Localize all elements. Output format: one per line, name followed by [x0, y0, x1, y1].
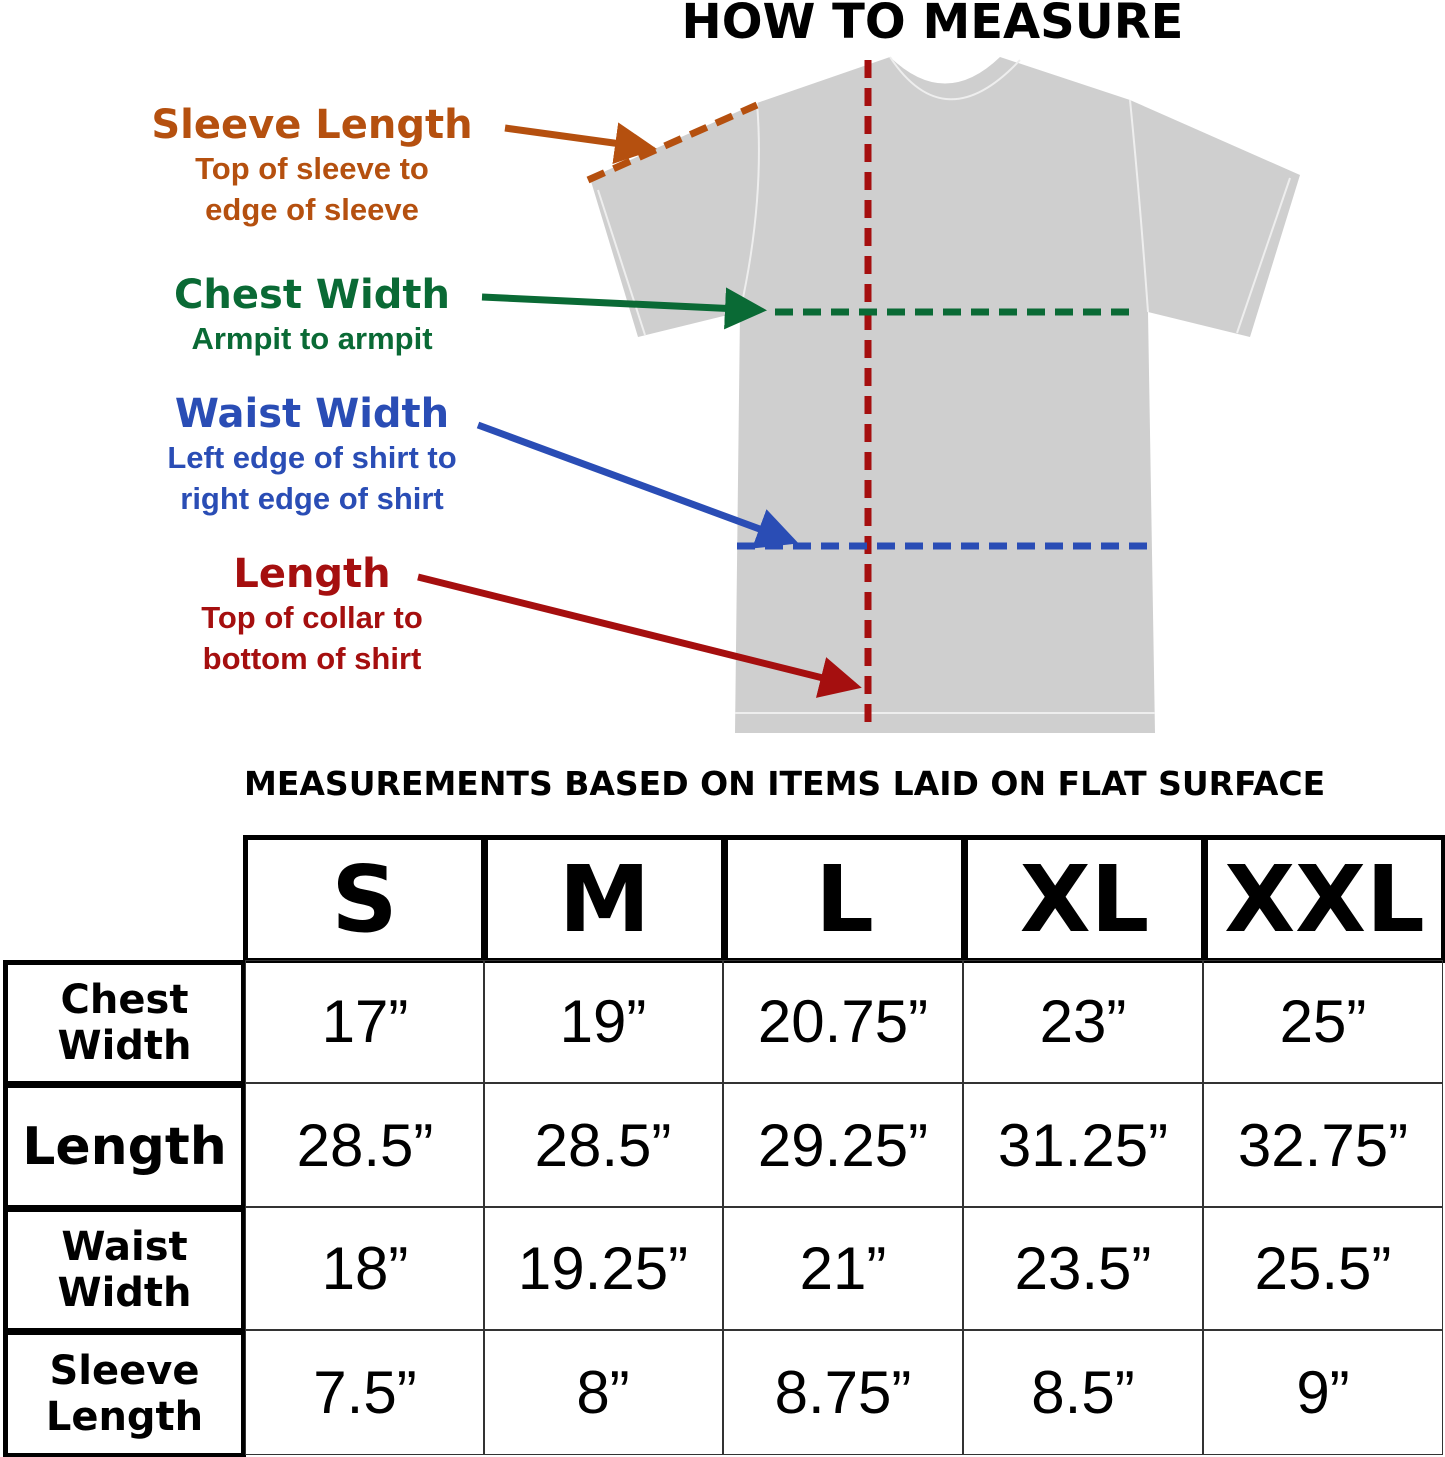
guide: Length Top of collar to bottom of shirt — [112, 551, 512, 679]
size-header: S — [243, 835, 486, 963]
row-label-line: Waist — [61, 1224, 188, 1270]
row-label: Length — [3, 1083, 246, 1210]
table-cell: 8.75” — [723, 1330, 963, 1455]
table-cell: 9” — [1203, 1330, 1443, 1455]
table-cell: 29.25” — [723, 1083, 963, 1207]
guide-description: right edge of shirt — [180, 481, 444, 516]
table-cell: 19” — [483, 960, 723, 1083]
row-label: Waist Width — [3, 1207, 246, 1333]
guide-description: Top of sleeve to — [195, 151, 429, 186]
table-cell: 18” — [245, 1207, 485, 1330]
guide-title: Length — [233, 551, 391, 597]
row-label-line: Width — [57, 1023, 192, 1069]
size-header: XXL — [1203, 835, 1445, 963]
row-label-line: Sleeve — [49, 1348, 200, 1394]
row-label: Chest Width — [3, 960, 246, 1086]
table-cell: 17” — [245, 960, 485, 1083]
guide-title: Waist Width — [174, 391, 450, 437]
guide-description: edge of sleeve — [205, 192, 419, 227]
guide: Sleeve Length Top of sleeve to edge of sle… — [112, 102, 512, 230]
page-title: HOW TO MEASURE — [681, 0, 1184, 50]
row-label: Sleeve Length — [3, 1330, 246, 1457]
size-header: L — [723, 835, 966, 963]
shirt — [590, 57, 1300, 733]
table-cell: 32.75” — [1203, 1083, 1443, 1207]
arrow — [481, 287, 767, 330]
collar — [889, 56, 1021, 101]
table-cell: 28.5” — [245, 1083, 485, 1207]
guide-description: Armpit to armpit — [191, 321, 433, 356]
row-label-line: Width — [57, 1270, 192, 1316]
table-cell: 8.5” — [963, 1330, 1203, 1455]
guide: Waist Width Left edge of shirt to right ed… — [112, 391, 512, 519]
guide-title: Chest Width — [174, 272, 450, 318]
row-label-line: Length — [22, 1116, 227, 1177]
row-label-line: Length — [45, 1394, 204, 1440]
arrow — [476, 421, 799, 549]
table-cell: 23.5” — [963, 1207, 1203, 1330]
table-cell: 23” — [963, 960, 1203, 1083]
table-cell: 20.75” — [723, 960, 963, 1083]
seams — [597, 99, 1291, 714]
table-note: MEASUREMENTS BASED ON ITEMS LAID ON FLAT… — [244, 764, 1326, 803]
table-cell: 19.25” — [483, 1207, 723, 1330]
row-label-line: Chest — [60, 977, 189, 1023]
guide-description: Top of collar to — [201, 600, 423, 635]
shirt-diagram — [417, 56, 1300, 733]
arrow — [504, 122, 657, 165]
table-cell: 8” — [483, 1330, 723, 1455]
size-header: M — [483, 835, 726, 963]
sleeve-line — [586, 101, 759, 184]
table-cell: 25” — [1203, 960, 1443, 1083]
guide-description: bottom of shirt — [202, 641, 422, 676]
arrow — [417, 573, 862, 698]
table-cell: 21” — [723, 1207, 963, 1330]
table-cell: 25.5” — [1203, 1207, 1443, 1330]
guide-title: Sleeve Length — [151, 102, 473, 148]
size-header: XL — [963, 835, 1206, 963]
table-cell: 7.5” — [245, 1330, 485, 1455]
guide: Chest Width Armpit to armpit — [112, 272, 512, 359]
table-cell: 31.25” — [963, 1083, 1203, 1207]
table-cell: 28.5” — [483, 1083, 723, 1207]
guide-description: Left edge of shirt to — [167, 440, 457, 475]
